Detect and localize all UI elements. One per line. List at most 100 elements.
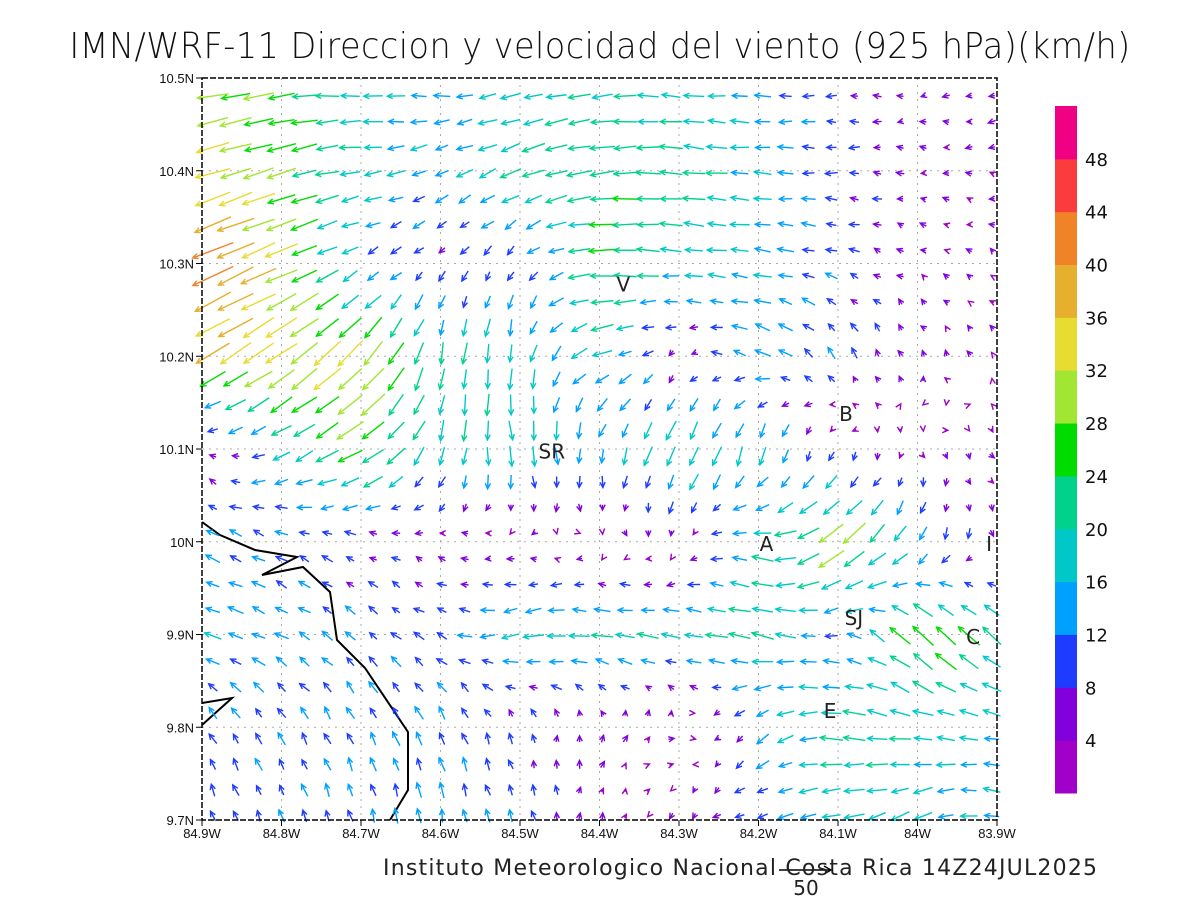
wind-vector <box>843 550 865 568</box>
wind-vector-shaft <box>292 169 317 177</box>
wind-vector-shaft <box>388 145 405 150</box>
wind-vector <box>918 222 927 229</box>
wind-vector-head <box>776 246 784 253</box>
wind-vector <box>848 169 859 177</box>
wind-vector-shaft <box>300 707 309 720</box>
wind-vector-shaft <box>337 339 364 367</box>
wind-vector-head <box>753 685 761 692</box>
wind-vector <box>392 706 400 719</box>
wind-vector-shaft <box>478 144 498 151</box>
wind-vector <box>322 681 332 693</box>
wind-vector-shaft <box>343 504 358 511</box>
wind-vector-head <box>588 144 596 152</box>
wind-vector <box>322 606 333 614</box>
wind-vector-head <box>942 273 950 280</box>
wind-vector-head <box>796 582 805 590</box>
wind-vector-shaft <box>775 633 796 639</box>
wind-vector-shaft <box>508 733 514 745</box>
wind-vector-head <box>367 680 375 688</box>
wind-vector-head <box>704 632 712 639</box>
wind-vector-head <box>526 248 534 254</box>
wind-vector-head <box>872 273 880 280</box>
wind-vector <box>298 656 310 667</box>
wind-vector <box>570 322 588 333</box>
wind-vector-head <box>479 197 488 204</box>
wind-vector <box>667 684 675 692</box>
wind-vector-shaft <box>366 505 381 510</box>
coastline-inlet <box>201 696 236 726</box>
wind-vector <box>481 683 494 692</box>
wind-vector <box>461 447 468 466</box>
wind-vector <box>550 684 563 691</box>
wind-vector <box>872 144 881 151</box>
wind-vector-head <box>265 331 273 339</box>
wind-vector-head <box>461 756 468 764</box>
wind-vector <box>191 265 234 287</box>
wind-vector-head <box>387 384 394 392</box>
wind-vector-head <box>478 93 486 101</box>
wind-vector <box>484 295 492 310</box>
wind-vector-head <box>392 757 399 765</box>
wind-vector <box>987 92 996 99</box>
wind-vector-head <box>874 348 881 356</box>
wind-vector <box>644 399 653 412</box>
wind-vector <box>507 368 514 391</box>
wind-vector-head <box>710 529 719 537</box>
wind-vector-head <box>347 782 354 791</box>
wind-vector <box>251 555 266 562</box>
wind-vector-shaft <box>463 394 467 415</box>
wind-vector-head <box>801 144 809 151</box>
wind-vector-head <box>507 383 514 391</box>
wind-vector-head <box>507 783 514 792</box>
wind-vector-shaft <box>414 247 425 254</box>
wind-vector-head <box>896 117 905 125</box>
wind-vector <box>800 220 816 228</box>
wind-vector-head <box>507 482 515 491</box>
wind-vector <box>386 170 406 178</box>
wind-vector-shaft <box>659 145 683 150</box>
wind-vector-shaft <box>912 680 934 694</box>
wind-vector-head <box>413 384 421 392</box>
wind-vector <box>918 451 926 459</box>
wind-vector-head <box>413 329 420 337</box>
wind-vector-head <box>622 504 630 513</box>
wind-vector-head <box>591 351 599 358</box>
wind-vector-head <box>587 221 596 228</box>
wind-vector-head <box>345 555 353 563</box>
wind-vector <box>865 682 888 691</box>
wind-vector-shaft <box>438 732 446 745</box>
wind-vector <box>919 91 928 99</box>
wind-vector <box>369 706 378 719</box>
wind-vector-shaft <box>775 556 797 561</box>
wind-vector-shaft <box>370 732 377 746</box>
wind-vector-head <box>851 454 858 462</box>
wind-vector-head <box>297 580 305 587</box>
wind-vector <box>918 118 927 126</box>
wind-vector-shaft <box>414 706 424 720</box>
wind-vector-shaft <box>390 317 403 338</box>
y-tick-label: 10.5N <box>159 71 194 86</box>
wind-vector <box>967 300 975 307</box>
wind-vector-head <box>314 92 322 100</box>
wind-vector-head <box>966 273 974 281</box>
wind-vector-shaft <box>388 342 405 365</box>
wind-vector-head <box>392 806 399 815</box>
wind-vector-head <box>227 632 236 639</box>
wind-vector <box>207 682 218 692</box>
wind-vector-head <box>867 606 876 614</box>
wind-vector <box>965 528 973 540</box>
wind-vector-head <box>363 144 371 151</box>
wind-vector <box>986 581 997 588</box>
wind-vector <box>732 349 747 357</box>
wind-vector-head <box>918 144 927 152</box>
wind-vector-shaft <box>843 736 866 742</box>
wind-vector-shaft <box>708 608 726 613</box>
wind-vector-head <box>641 350 650 357</box>
wind-vector-shaft <box>643 446 654 466</box>
wind-vector-shaft <box>598 423 607 437</box>
wind-vector <box>612 144 637 152</box>
wind-vector-shaft <box>414 476 424 487</box>
wind-vector-head <box>827 374 835 382</box>
wind-vector <box>874 348 881 357</box>
wind-vector <box>412 195 426 203</box>
